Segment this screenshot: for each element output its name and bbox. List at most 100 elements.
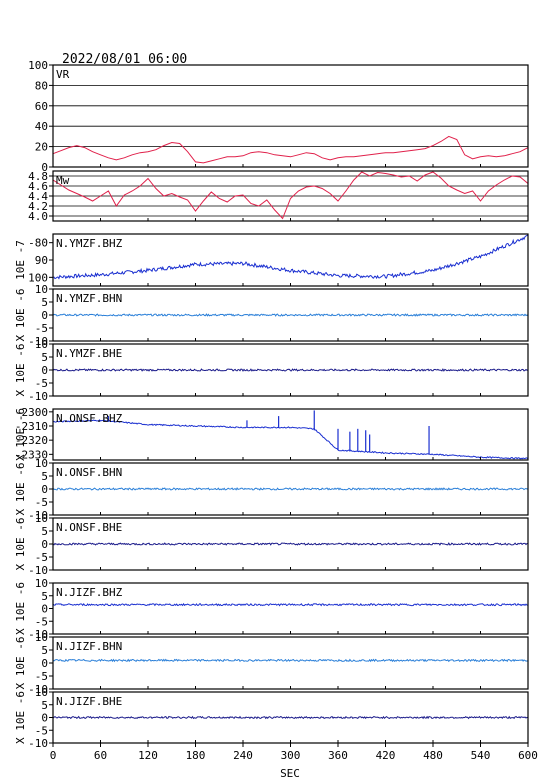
y-tick-label: 20: [35, 141, 48, 154]
y-tick-label: 10: [35, 686, 48, 699]
y-tick-label: 4.0: [28, 210, 48, 223]
series-line: [52, 658, 529, 663]
x-tick-label: 300: [281, 749, 301, 762]
x-tick-label: 360: [328, 749, 348, 762]
panel-frame: [52, 582, 529, 635]
panel-label: N.YMZF.BHE: [56, 347, 122, 360]
y-tick-label: 80: [35, 79, 48, 92]
y-tick-label: 0: [41, 161, 48, 174]
y-tick-label: -10: [28, 683, 48, 696]
panel-label: N.ONSF.BHN: [56, 466, 122, 479]
x-tick-label: 600: [518, 749, 538, 762]
y-tick-label: 10: [35, 283, 48, 296]
y-tick-label: 0: [41, 603, 48, 616]
y-tick-label: 0: [41, 657, 48, 670]
y-tick-label: 40: [35, 120, 48, 133]
y-tick-label: -5: [35, 496, 48, 509]
y-tick-label: -10: [28, 564, 48, 577]
y-tick-label: 10: [35, 512, 48, 525]
y-tick-label: 0: [41, 712, 48, 725]
y-axis-title: X 10E -6: [14, 582, 27, 635]
y-tick-label: 5: [41, 525, 48, 538]
series-line: [52, 419, 529, 460]
x-tick-label: 240: [233, 749, 253, 762]
panel-label: N.YMZF.BHZ: [56, 237, 123, 250]
y-axis-title: X 10E -6: [14, 344, 27, 397]
panel-label: VR: [56, 68, 70, 81]
y-tick-label: 4.2: [28, 200, 48, 213]
panel-label: N.JIZF.BHE: [56, 695, 122, 708]
y-tick-label: -5: [35, 615, 48, 628]
y-tick-label: 0: [41, 309, 48, 322]
y-axis-title: X 10E -6: [14, 637, 27, 690]
y-tick-label: -10: [28, 390, 48, 403]
series-line: [52, 542, 529, 546]
y-tick-label: -5: [35, 670, 48, 683]
panel-label: N.YMZF.BHN: [56, 292, 122, 305]
datetime-header: 2022/08/01 06:00: [62, 52, 187, 67]
y-tick-label: 5: [41, 590, 48, 603]
y-tick-label: 5: [41, 699, 48, 712]
y-tick-label: 5: [41, 351, 48, 364]
series-line: [52, 171, 529, 220]
y-tick-label: 4.4: [28, 190, 48, 203]
y-tick-label: 100: [28, 59, 48, 72]
y-tick-label: -80: [28, 237, 48, 250]
panel-label: N.ONSF.BHE: [56, 521, 122, 534]
x-tick-label: 540: [471, 749, 491, 762]
y-tick-label: -5: [35, 377, 48, 390]
y-tick-label: -2310: [15, 420, 48, 433]
series-line: [52, 715, 529, 720]
y-axis-title: X 10E -6: [14, 408, 27, 461]
series-line: [52, 234, 529, 280]
x-tick-label: 120: [138, 749, 158, 762]
panel-label: Mw: [56, 174, 70, 187]
x-tick-label: 60: [94, 749, 107, 762]
y-tick-label: 10: [35, 631, 48, 644]
panel-frame: [52, 408, 529, 461]
y-axis-title: 10E -7: [14, 240, 27, 280]
y-tick-label: -5: [35, 322, 48, 335]
y-tick-label: 100: [28, 271, 48, 284]
y-tick-label: 60: [35, 100, 48, 113]
x-tick-label: 0: [50, 749, 57, 762]
series-line: [52, 313, 529, 317]
y-tick-label: 0: [41, 538, 48, 551]
y-tick-label: 5: [41, 296, 48, 309]
panel-frame: [52, 233, 529, 287]
panel-1: 4.84.64.44.24.0 Mw: [28, 170, 529, 223]
panel-label: N.JIZF.BHN: [56, 640, 122, 653]
y-tick-label: -2320: [15, 434, 48, 447]
y-tick-label: 10: [35, 338, 48, 351]
y-tick-label: -10: [28, 628, 48, 641]
panel-frame: [52, 64, 529, 168]
y-tick-label: 10: [35, 457, 48, 470]
panel-0: 100 80 60 40 20 0 VR: [28, 59, 529, 174]
series-line: [52, 368, 529, 372]
y-tick-label: 90: [35, 254, 48, 267]
x-tick-label: 420: [376, 749, 396, 762]
series-line: [52, 602, 529, 607]
panel-label: N.JIZF.BHZ: [56, 586, 123, 599]
y-tick-label: 5: [41, 470, 48, 483]
y-tick-label: 4.8: [28, 170, 48, 183]
series-line: [52, 487, 529, 491]
x-tick-label: 180: [186, 749, 206, 762]
y-tick-label: -10: [28, 737, 48, 750]
y-tick-label: 5: [41, 644, 48, 657]
y-tick-label: 0: [41, 483, 48, 496]
y-tick-label: -5: [35, 551, 48, 564]
y-tick-label: 10: [35, 577, 48, 590]
panels-group: 100806040200VR4.84.64.44.24.0Mw-8090100N…: [14, 59, 538, 762]
y-axis-title: X 10E -6: [14, 518, 27, 571]
y-tick-label: -2300: [15, 406, 48, 419]
x-tick-label: 480: [423, 749, 443, 762]
